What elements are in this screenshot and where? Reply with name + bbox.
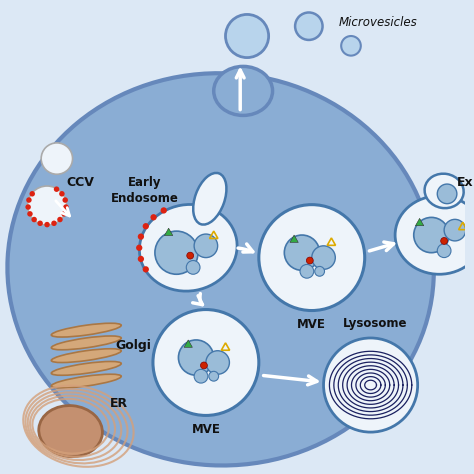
Ellipse shape [51,336,121,350]
Circle shape [441,237,447,245]
Circle shape [26,197,32,203]
Circle shape [54,186,59,192]
Ellipse shape [139,204,237,291]
Circle shape [209,371,219,381]
Circle shape [312,246,335,269]
Circle shape [138,234,144,240]
Text: Golgi: Golgi [116,339,152,352]
Circle shape [438,184,457,204]
Ellipse shape [395,196,474,274]
Circle shape [62,211,67,217]
Circle shape [306,257,313,264]
Circle shape [438,244,451,257]
Circle shape [284,235,319,270]
Circle shape [161,207,167,214]
Circle shape [29,191,35,197]
Circle shape [315,266,325,276]
Text: CCV: CCV [67,176,94,189]
Circle shape [143,223,149,229]
Circle shape [27,186,67,225]
Ellipse shape [214,66,273,116]
Circle shape [27,211,33,217]
Text: Ex: Ex [457,176,474,189]
Circle shape [138,256,144,262]
Ellipse shape [425,173,464,208]
Polygon shape [184,340,192,347]
Circle shape [194,234,218,257]
Ellipse shape [193,173,227,225]
Circle shape [44,222,50,228]
Circle shape [63,197,68,203]
Circle shape [31,217,37,222]
Circle shape [136,245,142,251]
Circle shape [295,12,323,40]
Ellipse shape [8,73,434,465]
Circle shape [37,220,43,226]
Ellipse shape [51,362,121,375]
Circle shape [63,204,69,210]
Circle shape [150,214,157,220]
Circle shape [414,218,449,253]
Circle shape [226,14,269,57]
Circle shape [57,217,63,222]
Ellipse shape [51,349,121,363]
Text: Microvesicles: Microvesicles [338,17,417,29]
Circle shape [206,351,229,374]
Text: Early
Endosome: Early Endosome [111,176,179,205]
Ellipse shape [39,406,102,456]
Circle shape [259,205,365,310]
Circle shape [444,219,465,241]
Circle shape [155,231,198,274]
Text: ER: ER [110,397,128,410]
Circle shape [41,143,73,174]
Circle shape [341,36,361,55]
Ellipse shape [51,323,121,337]
Ellipse shape [51,374,121,388]
Polygon shape [164,228,173,236]
Circle shape [186,261,200,274]
Circle shape [153,310,259,415]
Polygon shape [290,235,298,242]
Circle shape [143,266,149,273]
Circle shape [51,220,57,226]
Circle shape [26,204,31,210]
Circle shape [324,338,418,432]
Circle shape [59,191,64,197]
Polygon shape [415,219,424,226]
Circle shape [194,369,208,383]
Circle shape [178,340,214,375]
Circle shape [201,362,207,369]
Circle shape [300,264,314,278]
Text: MVE: MVE [297,319,326,331]
Text: MVE: MVE [191,423,220,436]
Circle shape [187,252,194,259]
Text: Lysosome: Lysosome [343,317,408,330]
